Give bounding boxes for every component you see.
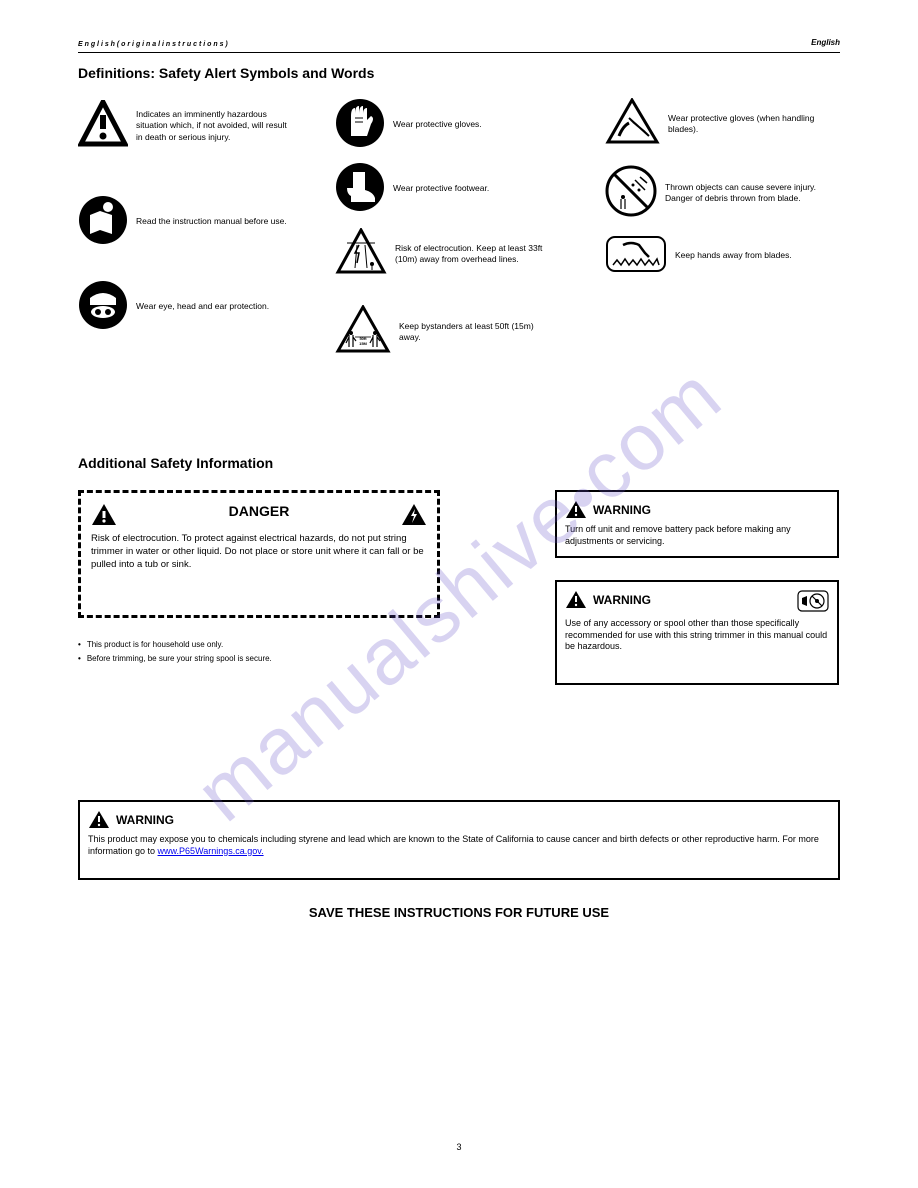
bullet: • xyxy=(78,640,81,650)
additional-section-title: Additional Safety Information xyxy=(78,455,273,472)
warning-triangle-icon xyxy=(88,810,110,830)
bullet-text: Before trimming, be sure your string spo… xyxy=(87,654,272,664)
symbol-eye-protection: Wear eye, head and ear protection. xyxy=(78,280,291,334)
bullet: • xyxy=(78,654,81,664)
symbol-desc: Risk of electrocution. Keep at least 33f… xyxy=(395,243,550,265)
symbol-desc: Keep hands away from blades. xyxy=(675,250,830,261)
warning-title: WARNING xyxy=(593,503,651,517)
symbol-desc: Indicates an imminently hazardous situat… xyxy=(136,109,291,142)
warning-title: WARNING xyxy=(593,593,651,607)
symbol-gloves: Wear protective gloves. xyxy=(335,98,548,152)
shock-triangle-icon xyxy=(401,503,427,527)
california-warning-box: WARNING This product may expose you to c… xyxy=(78,800,840,880)
warning-triangle-icon xyxy=(91,503,117,527)
symbol-electrocution: Risk of electrocution. Keep at least 33f… xyxy=(335,228,550,280)
symbol-warning-triangle: Indicates an imminently hazardous situat… xyxy=(78,100,291,152)
warning-spool-box: WARNING Use of any accessory or spool ot… xyxy=(555,580,839,685)
symbol-read-manual: Read the instruction manual before use. xyxy=(78,195,291,249)
electrocution-triangle-icon xyxy=(335,228,387,280)
warning-text: Use of any accessory or spool other than… xyxy=(565,618,829,653)
page-header: E n g l i s h ( o r i g i n a l i n s t … xyxy=(78,38,840,53)
symbol-desc: Wear protective gloves. xyxy=(393,119,548,130)
symbol-desc: Keep bystanders at least 50ft (15m) away… xyxy=(399,321,554,343)
bullet-text: This product is for household use only. xyxy=(87,640,223,650)
symbol-desc: Thrown objects can cause severe injury. … xyxy=(665,182,820,204)
warning-triangle-icon xyxy=(78,100,128,152)
blade-triangle-icon xyxy=(605,98,660,150)
warning-triangle-icon xyxy=(565,590,587,610)
hands-away-icon xyxy=(605,235,667,277)
bullet-list: • This product is for household use only… xyxy=(78,640,458,665)
svg-text:15M: 15M xyxy=(359,341,367,346)
symbol-footwear: Wear protective footwear. xyxy=(335,162,548,216)
gloves-icon xyxy=(335,98,385,152)
warning-text: Turn off unit and remove battery pack be… xyxy=(565,524,829,547)
header-right: English xyxy=(811,38,840,48)
symbol-desc: Wear protective gloves (when handling bl… xyxy=(668,113,823,135)
california-warning-text: This product may expose you to chemicals… xyxy=(88,834,830,857)
bystanders-triangle-icon: 50ft 15M xyxy=(335,305,391,359)
page-number: 3 xyxy=(456,1142,461,1153)
symbols-section-title: Definitions: Safety Alert Symbols and Wo… xyxy=(78,65,374,82)
helmet-goggles-icon xyxy=(78,280,128,334)
save-instructions: SAVE THESE INSTRUCTIONS FOR FUTURE USE xyxy=(0,905,918,921)
symbol-desc: Read the instruction manual before use. xyxy=(136,216,291,227)
danger-box: DANGER Risk of electrocution. To protect… xyxy=(78,490,440,618)
symbol-gloves-blade: Wear protective gloves (when handling bl… xyxy=(605,98,823,150)
warning-title: WARNING xyxy=(116,813,174,827)
warning-servicing-box: WARNING Turn off unit and remove battery… xyxy=(555,490,839,558)
symbol-bystanders: 50ft 15M Keep bystanders at least 50ft (… xyxy=(335,305,554,359)
symbol-desc: Wear protective footwear. xyxy=(393,183,548,194)
no-blade-icon xyxy=(797,590,829,612)
warning-triangle-icon xyxy=(565,500,587,520)
danger-title: DANGER xyxy=(229,503,290,519)
symbol-thrown-objects: Thrown objects can cause severe injury. … xyxy=(605,165,820,221)
symbol-hands-away: Keep hands away from blades. xyxy=(605,235,830,277)
symbol-desc: Wear eye, head and ear protection. xyxy=(136,301,291,312)
boot-icon xyxy=(335,162,385,216)
thrown-objects-icon xyxy=(605,165,657,221)
p65-link[interactable]: www.P65Warnings.ca.gov. xyxy=(158,846,264,856)
header-left: E n g l i s h ( o r i g i n a l i n s t … xyxy=(78,41,228,48)
danger-text: Risk of electrocution. To protect agains… xyxy=(91,533,427,571)
read-manual-icon xyxy=(78,195,128,249)
